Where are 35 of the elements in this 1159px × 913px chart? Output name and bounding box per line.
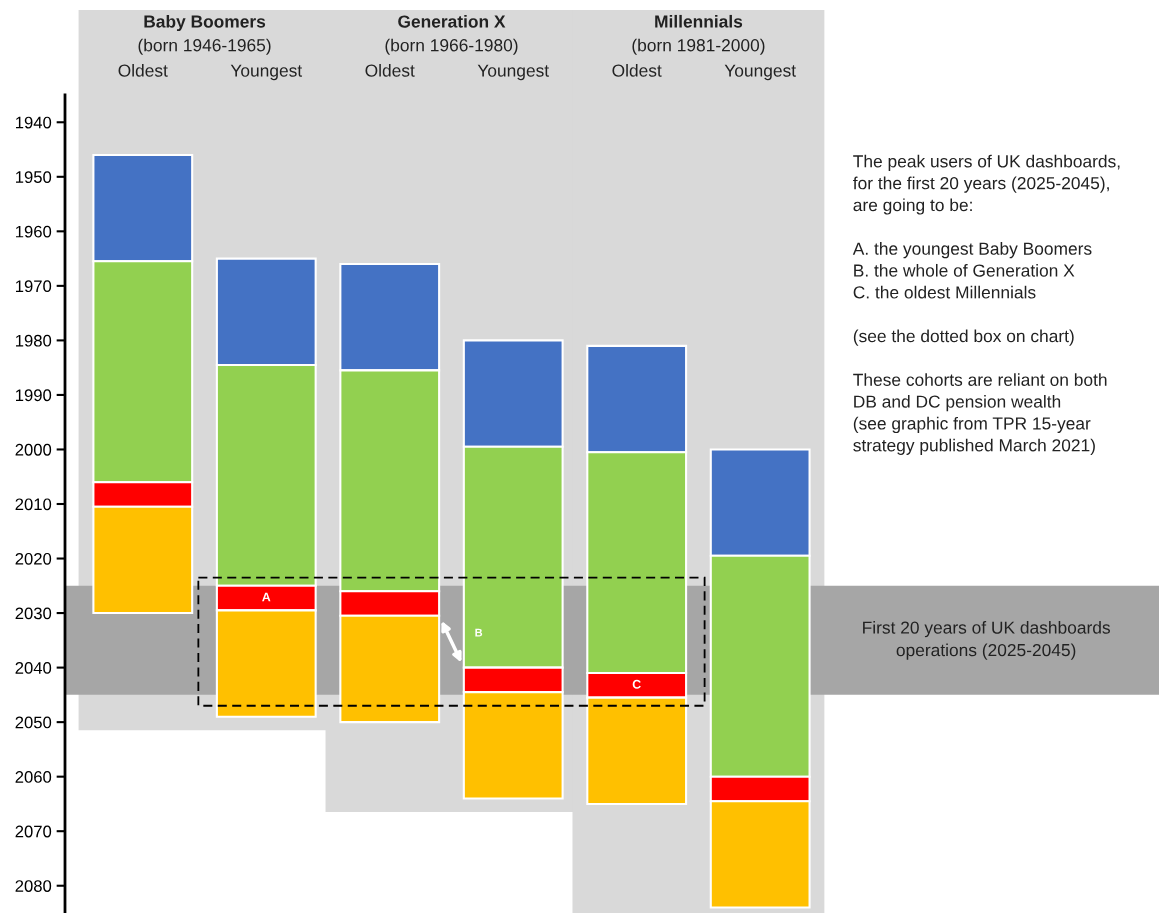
- data-label: C: [632, 679, 641, 689]
- y-tick-label: 1970: [16, 280, 52, 293]
- y-tick-label: 1940: [16, 116, 52, 129]
- y-tick-label: 2010: [15, 498, 52, 511]
- annotation: B: [475, 628, 483, 637]
- y-tick-label: 1960: [16, 225, 52, 238]
- y-tick-label: 1990: [16, 389, 52, 402]
- y-tick-label: 2040: [15, 662, 52, 674]
- y-tick-label: 2020: [15, 552, 52, 565]
- y-tick-label: 2070: [15, 825, 52, 838]
- y-tick-label: 2030: [15, 607, 52, 620]
- y-tick-label: 2060: [15, 771, 52, 783]
- text: Baby Boomers: [144, 14, 266, 32]
- y-tick-label: 2050: [15, 716, 52, 729]
- text: (born 1946-1965): [138, 38, 271, 55]
- x-tick-label: Youngest: [230, 64, 303, 81]
- x-tick-label: Youngest: [477, 64, 549, 81]
- y-tick-label: 1950: [16, 171, 52, 183]
- text: (born 1981-2000): [632, 38, 765, 55]
- y-tick-label: 2000: [15, 443, 52, 456]
- data-label: A: [262, 592, 271, 602]
- text: A. the youngest Baby Boomers B. the whole of Generation X C. the oldest Millennials: [852, 242, 1092, 299]
- x-tick-label: Oldest: [612, 64, 662, 77]
- text: These cohorts are reliant on both DB and DC pension wealth (see graphic from TPR 15-year strategy published March 2021): [853, 373, 1107, 455]
- text: Millennials: [655, 14, 743, 28]
- band-label: First 20 years of UK dashboards operations (2025-2045): [863, 621, 1110, 660]
- y-tick-label: 2080: [15, 880, 52, 892]
- text: (born 1966-1980): [385, 38, 518, 55]
- x-tick-label: Oldest: [118, 64, 168, 77]
- text: (see the dotted box on chart): [853, 329, 1074, 346]
- text: Generation X: [398, 14, 506, 28]
- x-tick-label: Youngest: [724, 64, 796, 81]
- x-tick-label: Oldest: [365, 64, 415, 77]
- text: The peak users of UK dashboards, for the first 20 years (2025-2045), are going to be:: [853, 154, 1120, 215]
- y-tick-label: 1980: [16, 334, 52, 347]
